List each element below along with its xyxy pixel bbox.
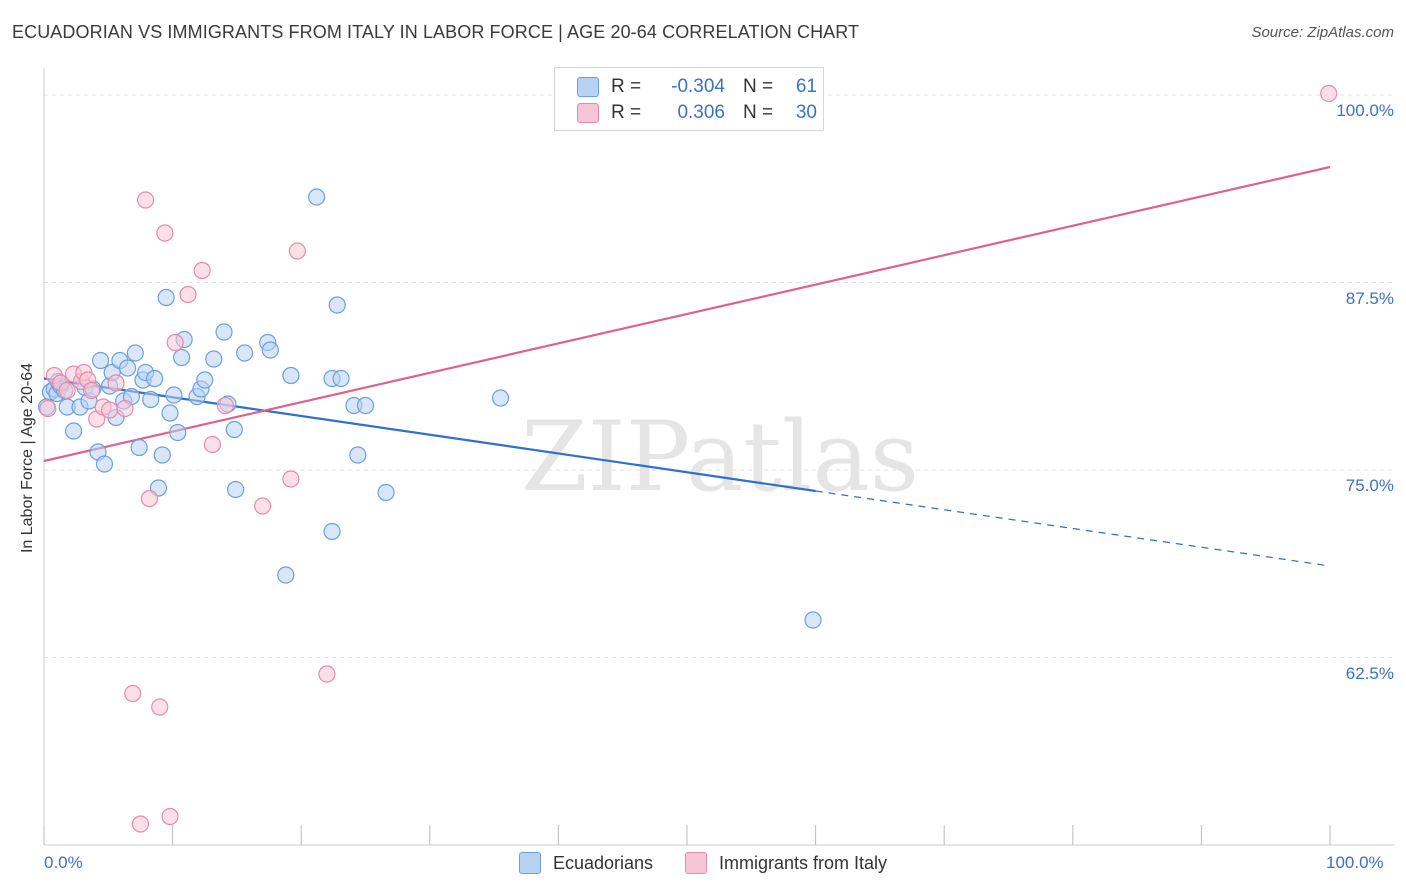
point-italy — [288, 242, 306, 260]
point-italy — [161, 807, 179, 826]
point-italy — [151, 698, 169, 716]
point-ecuadorian — [804, 611, 822, 629]
series-legend: Ecuadorians Immigrants from Italy — [0, 852, 1406, 874]
point-italy — [140, 489, 159, 508]
point-italy — [58, 381, 76, 400]
y-tick-label: 62.5% — [1345, 663, 1394, 683]
point-ecuadorian — [64, 422, 83, 440]
point-ecuadorian — [196, 371, 214, 389]
axes — [43, 68, 1395, 846]
legend-item-ecuadorians[interactable]: Ecuadorians — [518, 852, 654, 874]
point-ecuadorian — [95, 455, 114, 473]
legend-item-italy[interactable]: Immigrants from Italy — [685, 852, 887, 874]
point-italy — [166, 333, 184, 352]
point-italy — [254, 497, 272, 515]
x-tick-label-max: 100.0% — [1326, 853, 1384, 872]
point-ecuadorian — [377, 483, 395, 502]
point-ecuadorian — [225, 420, 243, 439]
point-ecuadorian — [142, 390, 160, 409]
trendline-ecuadorians-extension — [815, 490, 1331, 567]
point-italy — [318, 665, 336, 683]
legend-n-value: 61 — [795, 76, 817, 97]
legend-n-label: N = — [743, 102, 774, 123]
point-ecuadorian — [161, 404, 179, 422]
point-italy — [82, 381, 101, 400]
point-italy — [116, 399, 134, 418]
point-ecuadorian — [349, 446, 367, 464]
point-ecuadorian — [236, 344, 254, 362]
point-italy — [203, 435, 222, 454]
point-italy — [193, 261, 211, 280]
trendline-italy — [43, 165, 1331, 463]
point-ecuadorian — [308, 188, 326, 206]
point-ecuadorian — [153, 446, 171, 464]
point-ecuadorian — [277, 566, 295, 584]
point-italy — [131, 815, 150, 833]
point-ecuadorian — [205, 350, 223, 368]
point-ecuadorian — [491, 389, 510, 407]
point-italy — [156, 224, 174, 242]
y-tick-label: 75.0% — [1345, 476, 1394, 495]
legend-swatch-pink — [577, 103, 599, 123]
point-ecuadorian — [130, 438, 148, 457]
point-ecuadorian — [356, 396, 375, 415]
legend-n-label: N = — [743, 76, 774, 97]
legend-r-value: 0.306 — [677, 102, 725, 123]
point-ecuadorian — [145, 369, 164, 388]
point-ecuadorian — [157, 288, 175, 307]
point-italy — [179, 285, 197, 304]
source-label: Source: ZipAtlas.com — [1251, 24, 1394, 41]
point-italy — [282, 470, 300, 488]
point-ecuadorian — [227, 480, 245, 499]
legend-r-label: R = — [611, 102, 642, 123]
point-italy — [39, 399, 57, 418]
point-ecuadorian — [91, 351, 110, 370]
legend-n-value: 30 — [795, 102, 817, 123]
point-ecuadorian — [282, 366, 300, 385]
legend-label: Immigrants from Italy — [719, 852, 888, 873]
point-ecuadorian — [328, 296, 346, 314]
data-points — [37, 84, 1338, 833]
point-italy — [107, 374, 125, 392]
point-ecuadorian — [173, 348, 191, 367]
point-italy — [136, 191, 155, 209]
point-ecuadorian — [126, 344, 144, 362]
legend-swatch-blue — [518, 852, 541, 874]
chart-title: ECUADORIAN VS IMMIGRANTS FROM ITALY IN L… — [12, 22, 860, 42]
gridlines — [44, 94, 1395, 658]
correlation-legend: R = -0.304 N = 61 R = 0.306 N = 30 — [554, 67, 824, 131]
y-tick-label: 87.5% — [1345, 288, 1394, 308]
point-ecuadorian — [169, 423, 187, 442]
point-ecuadorian — [118, 359, 137, 377]
legend-swatch-blue — [577, 77, 599, 97]
x-tick-label-min: 0.0% — [44, 853, 83, 872]
point-ecuadorian — [323, 522, 341, 541]
point-italy — [124, 684, 142, 703]
point-ecuadorian — [215, 323, 233, 341]
point-italy — [100, 401, 119, 419]
point-ecuadorian — [165, 386, 183, 404]
legend-r-label: R = — [611, 76, 642, 97]
legend-r-value: -0.304 — [671, 76, 725, 97]
legend-row-italy: R = 0.306 N = 30 — [577, 101, 817, 125]
point-italy — [216, 396, 234, 415]
legend-label: Ecuadorians — [552, 852, 654, 873]
legend-swatch-pink — [685, 852, 708, 874]
point-ecuadorian — [261, 341, 279, 359]
point-italy — [1320, 84, 1338, 103]
y-tick-label: 100.0% — [1336, 101, 1394, 120]
point-ecuadorian — [332, 369, 350, 388]
legend-row-ecuadorians: R = -0.304 N = 61 — [577, 75, 817, 99]
